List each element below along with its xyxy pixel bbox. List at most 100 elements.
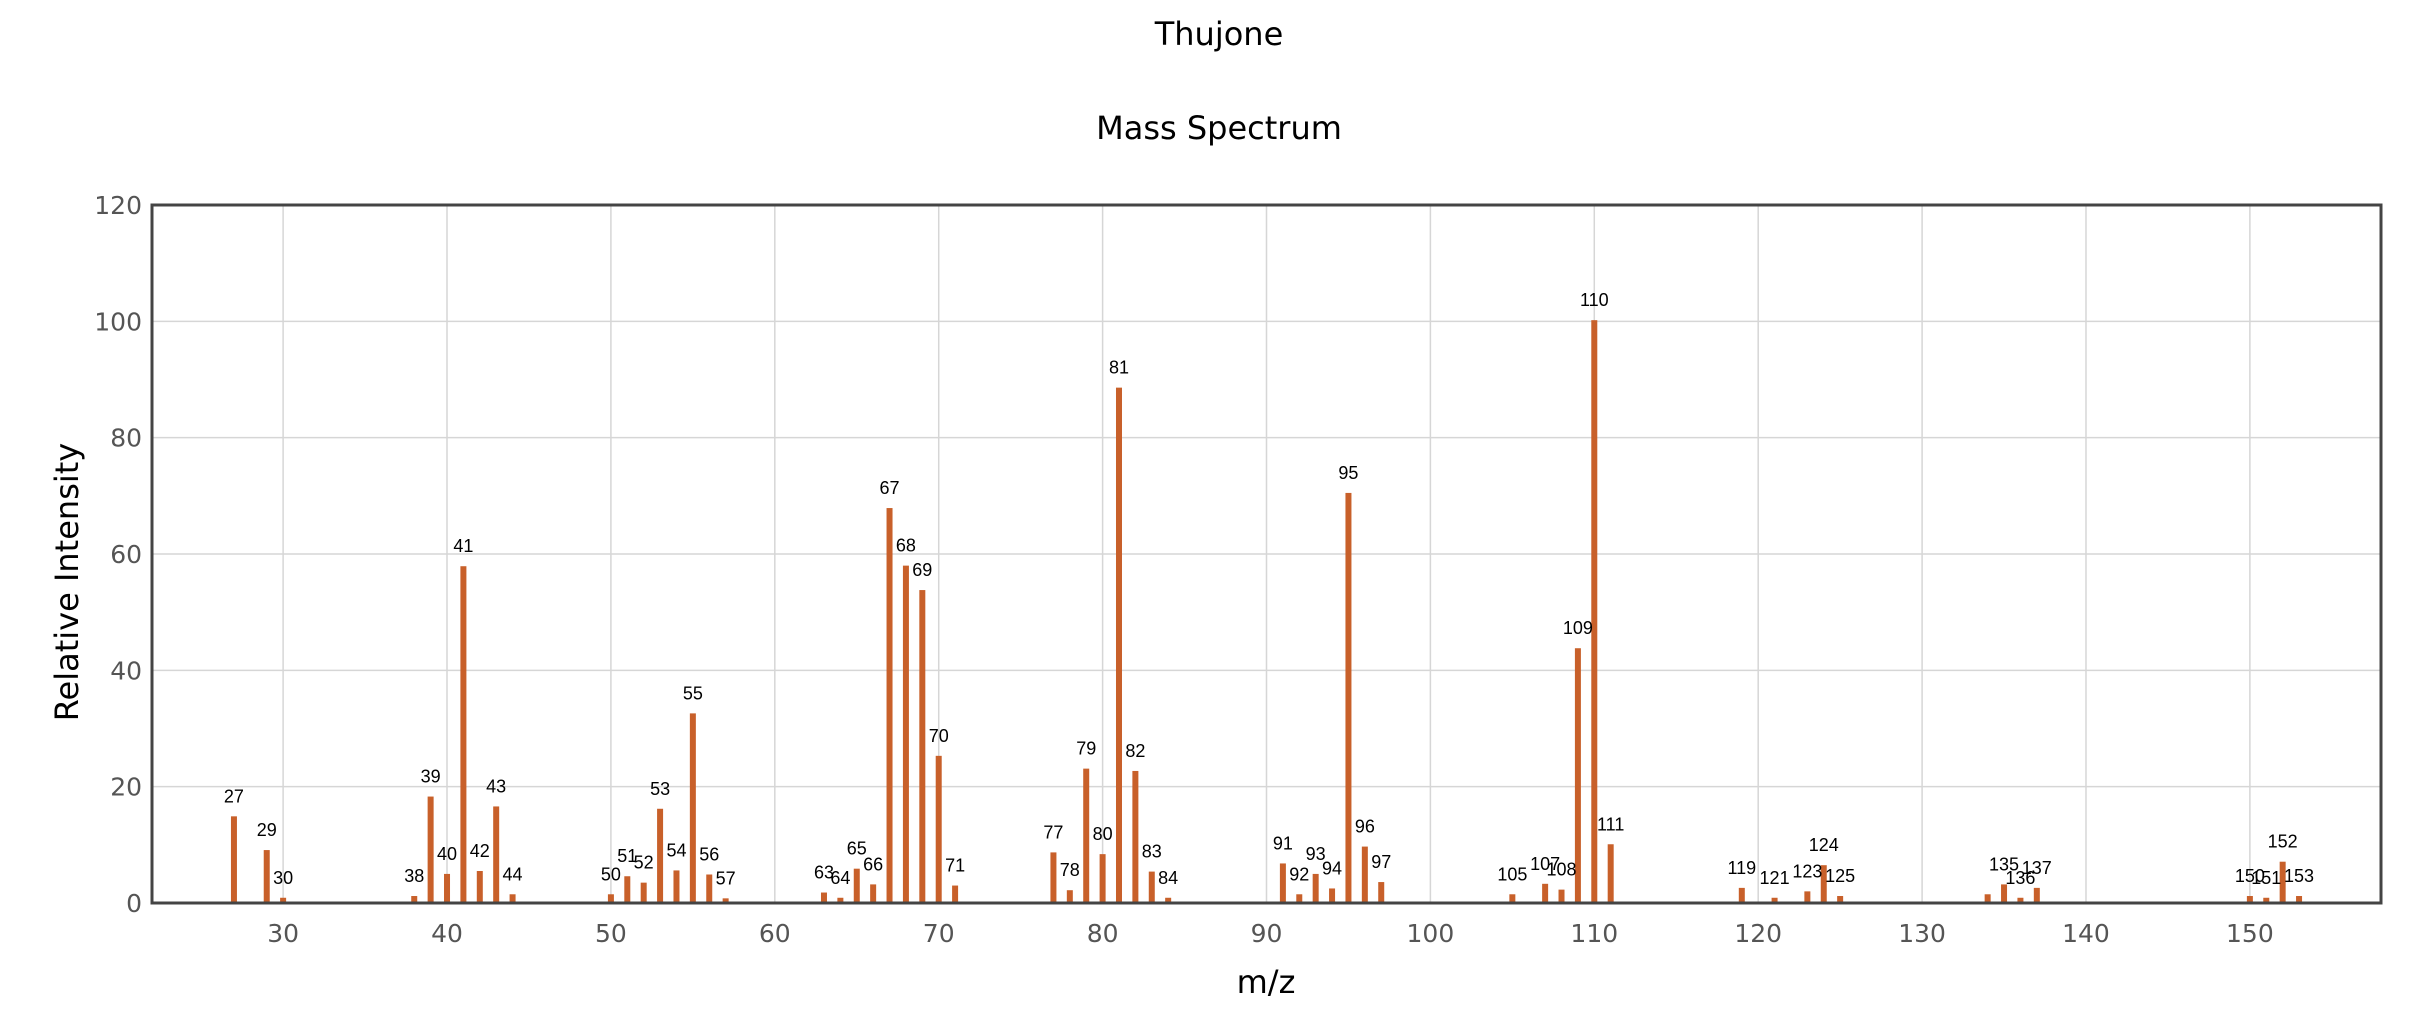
spectrum-bar [902,565,909,903]
spectrum-bar [2296,896,2303,903]
spectrum-bar [640,882,647,903]
spectrum-bar [2033,887,2040,903]
spectrum-bar [263,850,270,903]
peak-label: 107 [1530,854,1560,874]
x-tick-labels: 30 40 50 60 70 80 90 100 110 120 130 140 150 [267,919,2274,948]
spectrum-bar [2246,896,2253,903]
spectrum-bar [837,897,844,903]
peak-label: 125 [1825,866,1855,886]
spectrum-bar [1509,894,1516,903]
spectrum-bar [689,713,696,903]
spectrum-bar [509,894,516,903]
y-tick-label: 80 [110,424,142,453]
x-tick-label: 90 [1251,919,1283,948]
peak-label: 109 [1563,618,1593,638]
peak-label: 51 [617,846,637,866]
y-tick-labels: 0 20 40 60 80 100 120 [94,191,142,918]
spectrum-bar [624,876,631,903]
peak-label: 136 [2005,868,2035,888]
peak-label: 39 [421,767,441,787]
spectrum-bar [1132,770,1139,903]
spectrum-bar [427,796,434,903]
spectrum-bar [706,874,713,903]
chart-subtitle: Mass Spectrum [1096,109,1342,147]
spectrum-bar [493,806,500,903]
peak-label: 81 [1109,358,1129,378]
peak-label: 111 [1597,814,1624,834]
peak-label: 77 [1043,822,1063,842]
spectrum-bar [1329,888,1336,903]
spectrum-bar [444,873,451,903]
x-tick-label: 110 [1570,919,1618,948]
x-tick-label: 30 [267,919,299,948]
peak-label: 44 [503,864,523,884]
peak-label: 94 [1322,858,1342,878]
peak-label: 108 [1546,860,1576,880]
x-axis-label: m/z [1237,963,1296,1001]
spectrum-bar [1296,894,1303,903]
peak-label: 137 [2022,858,2052,878]
peak-label: 55 [683,683,703,703]
peak-label: 151 [2251,868,2281,888]
plot-frame [150,203,2383,905]
peak-label: 124 [1809,835,1839,855]
x-tick-label: 80 [1087,919,1119,948]
peak-label: 54 [666,840,686,860]
peak-label: 96 [1355,817,1375,837]
spectrum-bar [1099,854,1106,903]
peak-label: 68 [896,536,916,556]
peak-label: 66 [863,854,883,874]
peak-label: 67 [880,478,900,498]
spectrum-bar [280,897,287,903]
peak-label: 65 [847,839,867,859]
spectrum-bar [1050,852,1057,903]
peak-label: 135 [1989,854,2019,874]
peak-label: 53 [650,779,670,799]
peak-label: 43 [486,776,506,796]
peak-label: 153 [2284,866,2314,886]
spectrum-bar [1083,768,1090,903]
peak-label: 42 [470,841,490,861]
spectrum-bar [919,590,926,903]
x-tick-label: 60 [759,919,791,948]
peak-label: 93 [1306,844,1326,864]
spectrum-bar [230,816,237,903]
spectrum-bar [1984,894,1991,903]
x-tick-label: 130 [1898,919,1946,948]
spectrum-bar [607,894,614,903]
spectrum-bar [722,898,729,903]
peak-label: 40 [437,844,457,864]
peak-label: 79 [1076,739,1096,759]
peak-label: 71 [945,856,965,876]
peak-label: 69 [912,560,932,580]
peak-label: 52 [634,853,654,873]
y-tick-label: 120 [94,191,142,220]
peak-label: 29 [257,820,277,840]
spectrum-bar [2001,884,2008,903]
peak-label: 82 [1125,741,1145,761]
y-axis-label: Relative Intensity [48,443,86,722]
spectrum-bar [411,896,418,903]
spectrum-bar [1066,890,1073,903]
peak-label: 70 [929,726,949,746]
y-tick-label: 20 [110,773,142,802]
spectrum-bar [1771,897,1778,903]
peak-label: 152 [2268,832,2298,852]
spectrum-bar [1607,844,1614,903]
peak-label: 80 [1093,824,1113,844]
spectrum-bar [935,755,942,903]
peak-label: 57 [716,868,736,888]
peak-label: 63 [814,863,834,883]
peak-label: 110 [1580,290,1609,310]
spectrum-bar [1361,846,1368,903]
spectrum-bar [460,566,467,903]
peak-label: 78 [1060,860,1080,880]
peak-label: 56 [699,844,719,864]
spectrum-bar [1148,871,1155,903]
spectrum-bar [1804,891,1811,903]
spectrum-bar [1279,863,1286,903]
y-tick-label: 40 [110,656,142,685]
peak-label: 95 [1338,463,1358,483]
peak-label: 119 [1727,858,1756,878]
